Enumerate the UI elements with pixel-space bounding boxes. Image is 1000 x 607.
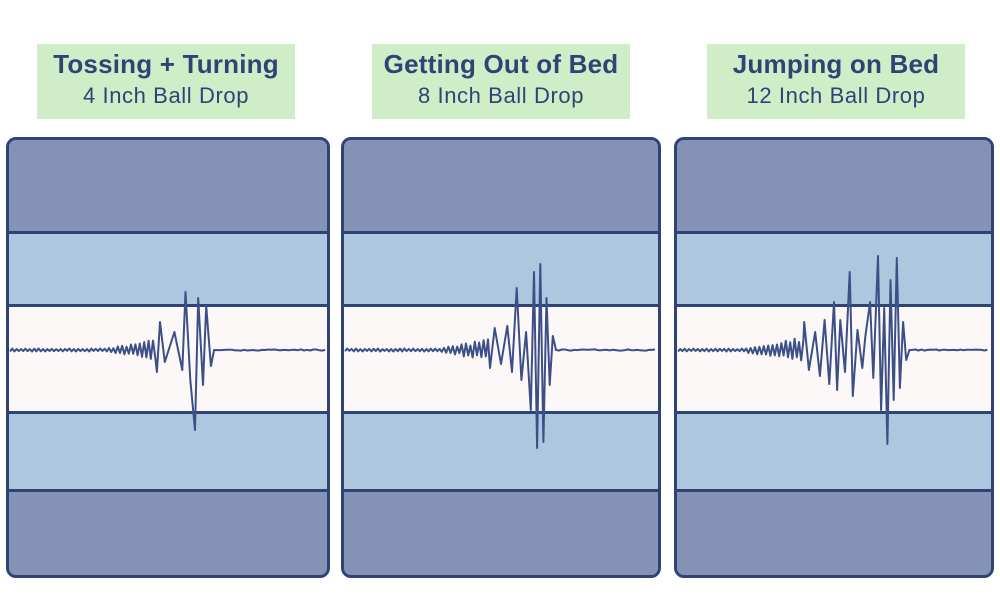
mid-band-bottom bbox=[344, 414, 658, 489]
outer-band-bottom bbox=[677, 489, 991, 575]
panel-subtitle: 12 Inch Ball Drop bbox=[746, 83, 926, 108]
panel-label: Jumping on Bed 12 Inch Ball Drop bbox=[707, 44, 965, 119]
panel-title: Tossing + Turning bbox=[53, 49, 279, 79]
waveform-line bbox=[344, 263, 656, 449]
panel-title: Getting Out of Bed bbox=[383, 49, 619, 79]
outer-band-top bbox=[344, 140, 658, 231]
outer-band-bottom bbox=[9, 489, 327, 575]
outer-band-top bbox=[9, 140, 327, 231]
center-band bbox=[9, 304, 327, 414]
panel-title: Jumping on Bed bbox=[732, 49, 940, 79]
motion-waveform bbox=[677, 255, 988, 445]
panel-label: Getting Out of Bed 8 Inch Ball Drop bbox=[372, 44, 630, 119]
waveform-line bbox=[9, 291, 326, 431]
panel-jumping-on-bed: Jumping on Bed 12 Inch Ball Drop bbox=[668, 0, 998, 607]
waveform-line bbox=[677, 255, 988, 445]
panel-tossing-turning: Tossing + Turning 4 Inch Ball Drop bbox=[0, 0, 330, 607]
mattress-diagram bbox=[6, 137, 330, 578]
mid-band-top bbox=[9, 231, 327, 304]
outer-band-top bbox=[677, 140, 991, 231]
mid-band-bottom bbox=[9, 414, 327, 489]
outer-band-bottom bbox=[344, 489, 658, 575]
mid-band-top bbox=[677, 231, 991, 304]
motion-waveform bbox=[344, 263, 656, 449]
mattress-diagram bbox=[674, 137, 994, 578]
panel-subtitle: 4 Inch Ball Drop bbox=[82, 83, 250, 108]
mid-band-bottom bbox=[677, 414, 991, 489]
motion-waveform bbox=[9, 291, 326, 431]
panel-label: Tossing + Turning 4 Inch Ball Drop bbox=[37, 44, 295, 119]
panel-subtitle: 8 Inch Ball Drop bbox=[417, 83, 585, 108]
mid-band-top bbox=[344, 231, 658, 304]
panel-getting-out-of-bed: Getting Out of Bed 8 Inch Ball Drop bbox=[335, 0, 665, 607]
mattress-diagram bbox=[341, 137, 661, 578]
